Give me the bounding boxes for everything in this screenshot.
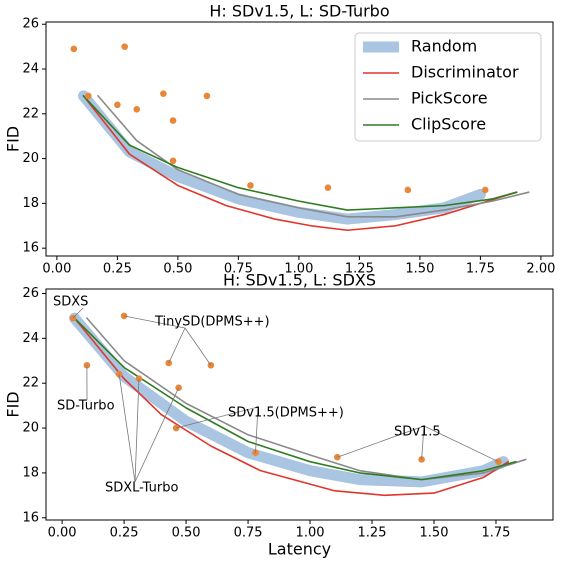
subplot: H: SDv1.5, L: SDXS FID Latency 16 18 20 22 24 26… [4, 271, 554, 559]
legend-label: Random [411, 37, 477, 56]
y-tick-label: 22 [22, 376, 39, 391]
x-tick-label: 1.00 [296, 526, 325, 541]
annotation: SDv1.5 [394, 425, 441, 440]
point [170, 158, 177, 165]
y-tick-label: 16 [22, 241, 39, 256]
x-tick-label: 1.50 [405, 262, 434, 277]
point [121, 43, 128, 50]
legend-label: ClipScore [411, 115, 486, 134]
legend-label: Discriminator [411, 63, 519, 82]
annotation-arrow [169, 328, 185, 363]
annotation-arrow [135, 379, 139, 482]
point [404, 187, 411, 194]
y-axis-label: FID [4, 126, 23, 152]
x-tick-label: 1.75 [482, 526, 511, 541]
x-tick-label: 0.00 [48, 526, 77, 541]
point [482, 187, 489, 194]
y-tick-label: 24 [22, 62, 39, 77]
annotation: SDXL-Turbo [105, 481, 178, 496]
annotation: SDv1.5(DPMS++) [228, 406, 344, 421]
point [170, 117, 177, 124]
subplot: H: SDv1.5, L: SD-Turbo FID 16 18 20 22 24 26 0.0… [4, 2, 556, 277]
y-tick-label: 24 [22, 331, 39, 346]
annotation: SD-Turbo [57, 399, 115, 414]
point [204, 93, 211, 100]
x-tick-label: 1.25 [358, 526, 387, 541]
point [160, 90, 167, 97]
x-tick-label: 0.50 [163, 262, 192, 277]
y-tick-label: 20 [22, 421, 39, 436]
chart-title: H: SDv1.5, L: SDXS [223, 271, 376, 290]
annotation-arrow [185, 328, 211, 365]
point [173, 425, 180, 432]
y-tick-label: 18 [22, 465, 39, 480]
x-tick-label: 2.00 [526, 262, 555, 277]
point [247, 182, 254, 189]
point [325, 184, 332, 191]
annotation-arrow [119, 374, 135, 482]
point [85, 93, 92, 100]
annotation: TinySD(DPMS++) [154, 315, 270, 330]
series-line [75, 318, 516, 479]
legend-label: PickScore [411, 89, 488, 108]
x-axis-label: Latency [268, 540, 331, 559]
y-tick-label: 20 [22, 151, 39, 166]
x-tick-label: 1.75 [466, 262, 495, 277]
point [114, 102, 121, 109]
y-tick-label: 26 [22, 17, 39, 32]
x-tick-label: 0.75 [234, 526, 263, 541]
y-axis-label: FID [4, 391, 23, 417]
y-tick-label: 16 [22, 510, 39, 525]
annotation: SDXS [53, 295, 88, 310]
point [71, 46, 78, 53]
x-tick-label: 0.25 [103, 262, 132, 277]
point [133, 106, 140, 113]
x-tick-label: 0.25 [110, 526, 139, 541]
y-tick-label: 22 [22, 106, 39, 121]
band-line [75, 318, 504, 482]
x-tick-label: 0.00 [42, 262, 71, 277]
x-tick-label: 0.50 [172, 526, 201, 541]
y-tick-label: 26 [22, 286, 39, 301]
y-tick-label: 18 [22, 196, 39, 211]
x-tick-label: 1.50 [420, 526, 449, 541]
chart-title: H: SDv1.5, L: SD-Turbo [209, 2, 389, 21]
